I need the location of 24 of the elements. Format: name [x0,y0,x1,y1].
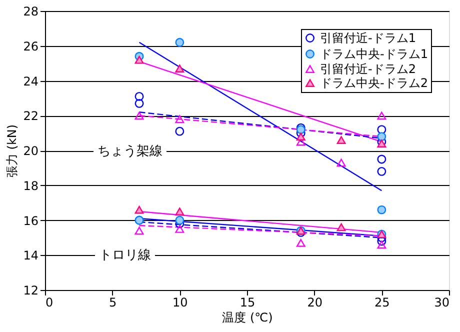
x-tick-label: 20 [307,296,322,310]
y-tick-label: 24 [23,74,38,88]
x-tick-label: 0 [46,296,54,310]
legend-label: ドラム中央-ドラム2 [320,76,428,90]
y-tick-label: 16 [23,214,38,228]
y-tick-label: 14 [23,248,38,263]
x-tick-label: 5 [109,296,117,310]
y-tick-label: 22 [23,109,38,124]
y-tick-label: 12 [23,284,38,298]
legend-label: ドラム中央-ドラム1 [320,47,428,61]
x-tick-label: 30 [434,296,450,310]
legend-label: 引留付近-ドラム1 [320,31,416,45]
y-axis-title: 張力 (kN) [5,124,20,178]
annotation: ちょう架線 [98,144,162,159]
annotation: トロリ線 [99,248,151,263]
x-tick-label: 25 [374,296,390,310]
y-tick-label: 20 [23,144,38,158]
y-tick-label: 26 [23,39,38,54]
x-axis-title: 温度 (℃) [222,310,273,324]
legend-label: 引留付近-ドラム2 [320,62,416,76]
x-tick-label: 15 [240,296,256,310]
y-tick-label: 18 [23,178,38,193]
y-tick-label: 28 [23,4,38,18]
x-tick-label: 10 [172,296,188,310]
